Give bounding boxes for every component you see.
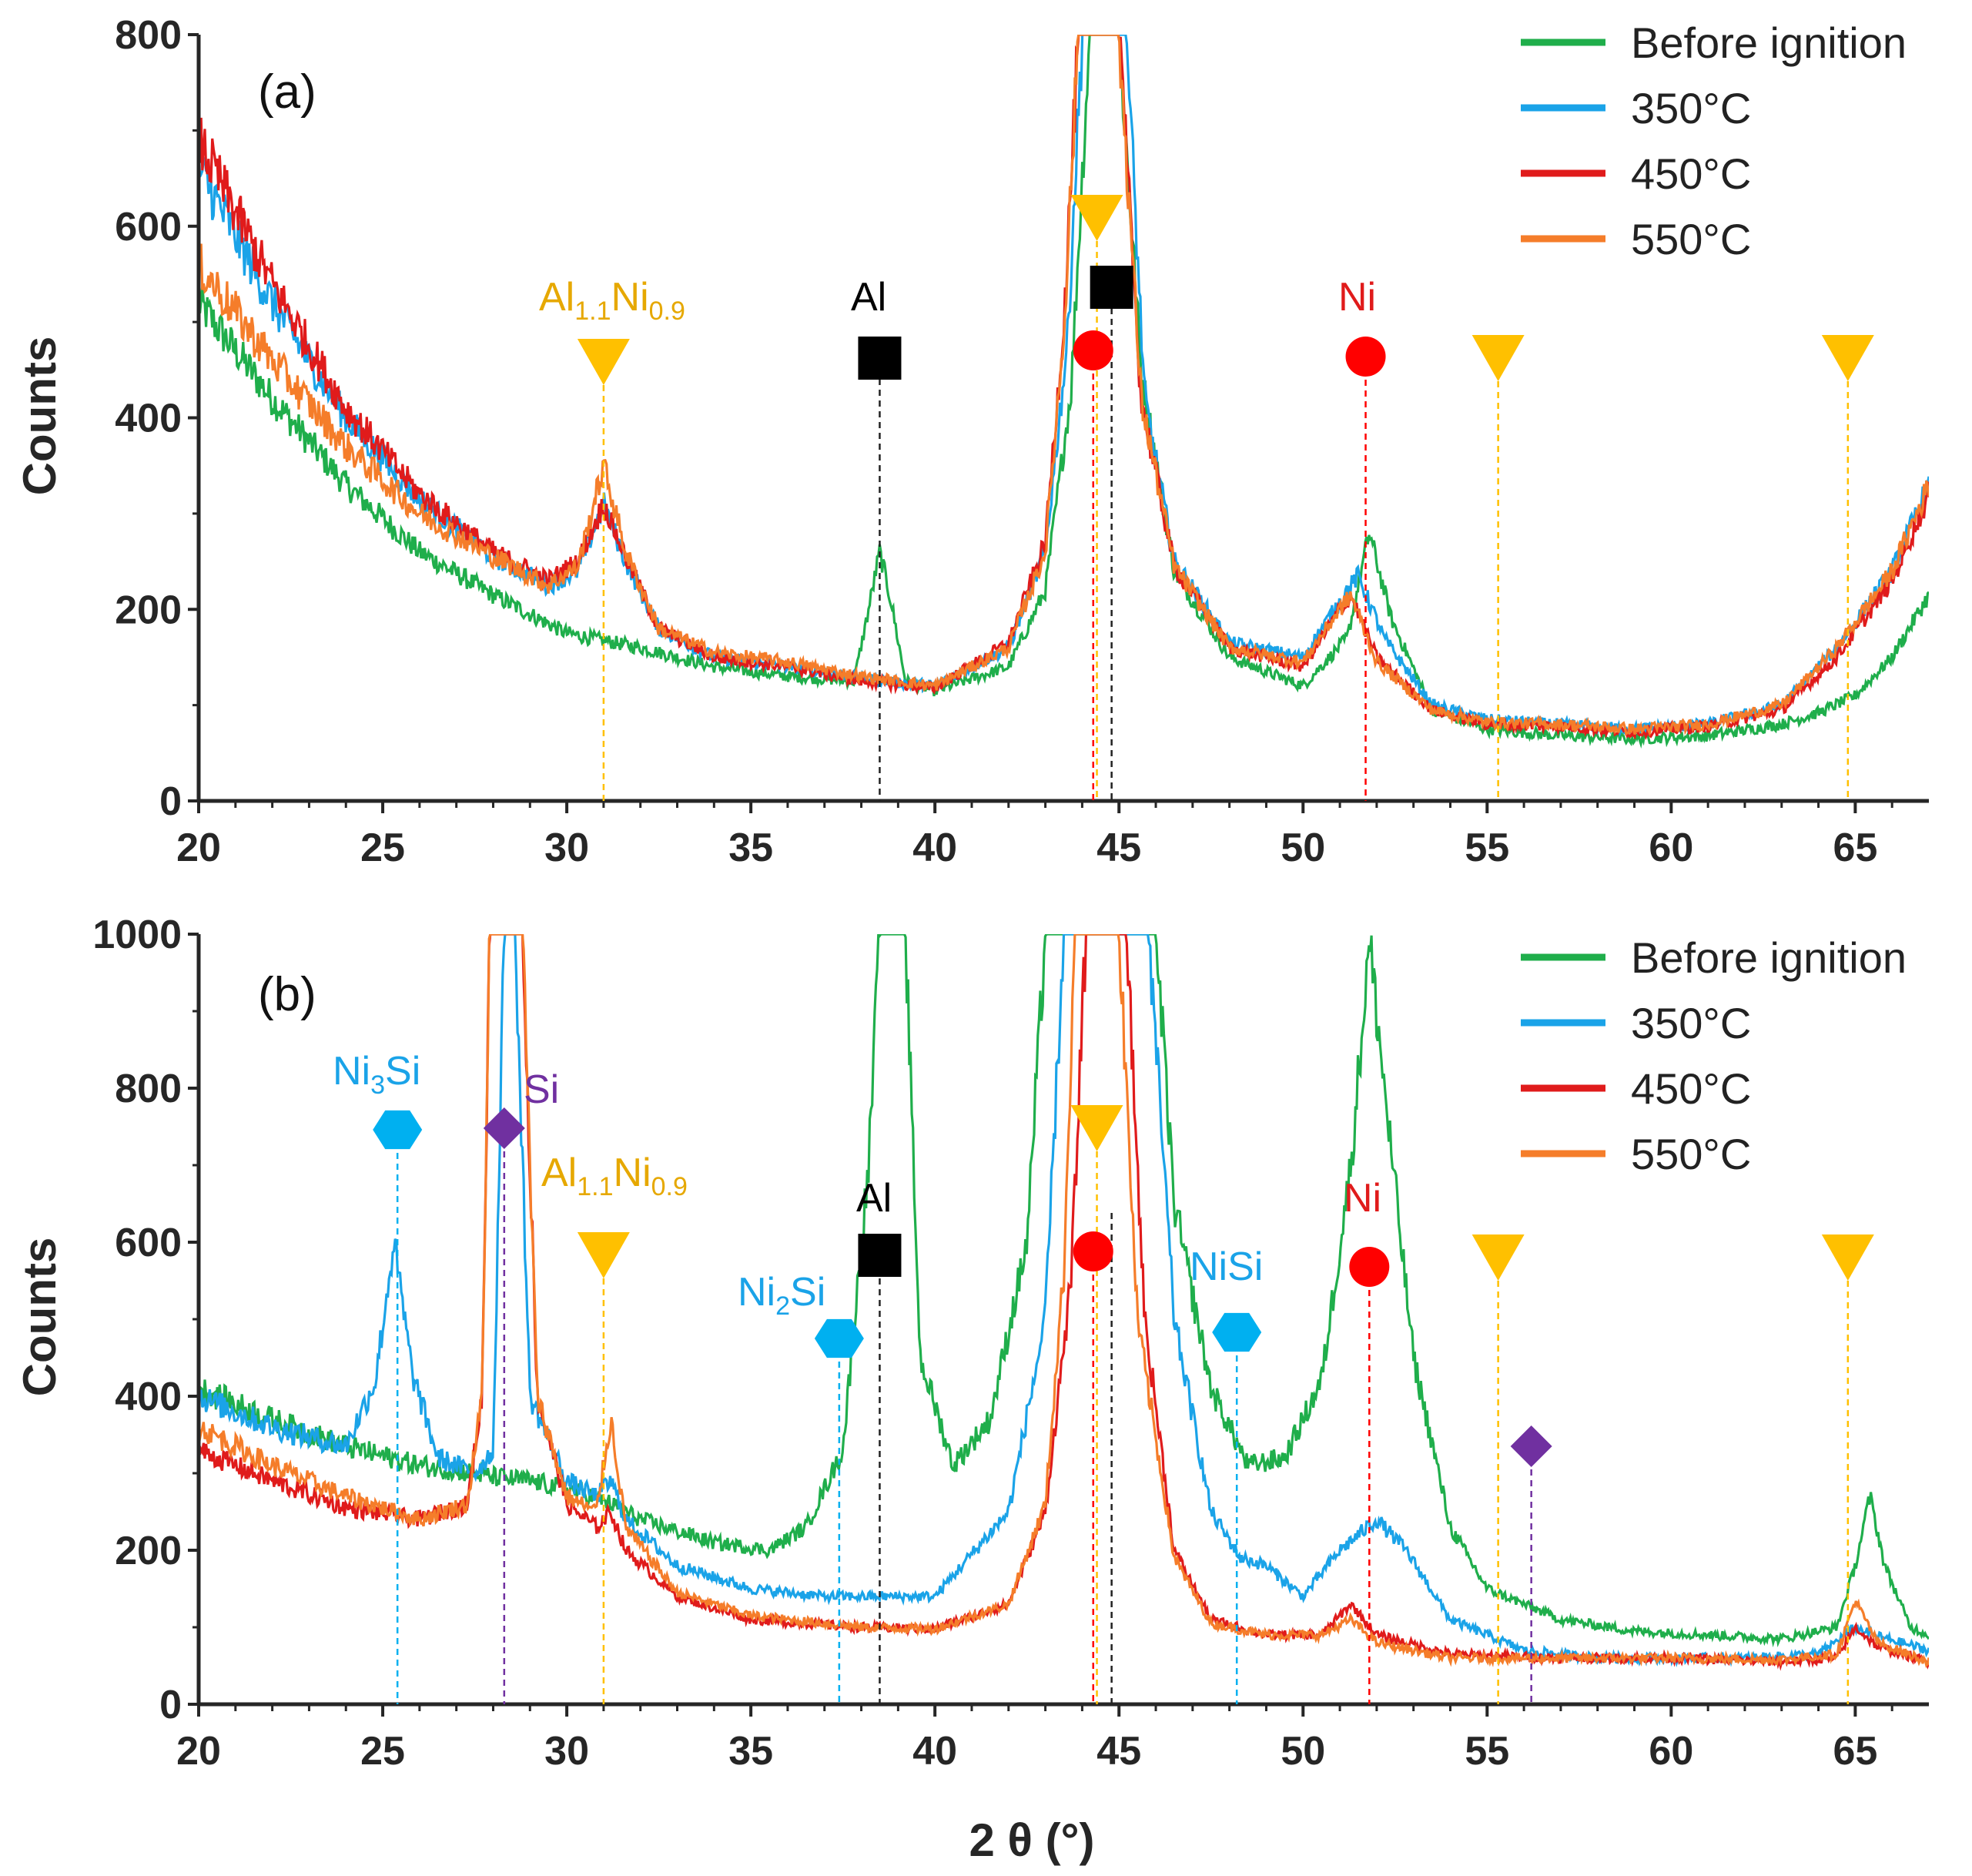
legend-label: Before ignition bbox=[1631, 18, 1907, 67]
legend-label: 550°C bbox=[1631, 215, 1751, 263]
panel-b-ylabel: Counts bbox=[14, 1238, 65, 1397]
y-tick-label: 400 bbox=[115, 397, 182, 441]
panel-b-label: (b) bbox=[258, 968, 316, 1021]
marker-ni bbox=[1073, 330, 1113, 370]
y-tick-label: 0 bbox=[159, 779, 182, 824]
legend-label: 550°C bbox=[1631, 1130, 1751, 1178]
marker-al bbox=[858, 1234, 902, 1277]
series-550-c bbox=[199, 35, 1929, 737]
panel-b-series bbox=[199, 934, 1929, 1671]
panel-b-ni2si-label: Ni2Si bbox=[738, 1270, 825, 1321]
x-tick-label: 60 bbox=[1649, 826, 1693, 870]
panel-b-al1.1ni0.9-label: Al1.1Ni0.9 bbox=[541, 1151, 688, 1201]
x-tick-label: 25 bbox=[360, 826, 405, 870]
series-350-c bbox=[199, 35, 1929, 739]
marker-si bbox=[1510, 1425, 1552, 1467]
panel-b-axes: 0 200 400 600 800 1000 20 25 30 35 40 45 50 55 60 65 bbox=[92, 913, 1929, 1774]
marker-ni bbox=[1073, 1231, 1113, 1271]
marker-si bbox=[483, 1107, 525, 1149]
y-tick-label: 600 bbox=[115, 1221, 182, 1265]
x-tick-label: 60 bbox=[1649, 1729, 1693, 1774]
panel-b-xlabel: 2 θ (°) bbox=[969, 1814, 1094, 1866]
marker-al11ni09 bbox=[1471, 1234, 1525, 1281]
marker-al11ni09 bbox=[577, 1232, 630, 1278]
legend-label: 450°C bbox=[1631, 1064, 1751, 1113]
panel-b-markers bbox=[373, 1105, 1874, 1704]
x-tick-label: 30 bbox=[544, 1729, 589, 1774]
panel-b-si-label: Si bbox=[524, 1067, 559, 1112]
panel-a: 0 200 400 600 800 20 25 30 35 40 45 50 55 60 65 Before… bbox=[14, 13, 1929, 870]
panel-a-legend: Before ignition 350°C 450°C 550°C bbox=[1521, 18, 1907, 263]
x-tick-label: 50 bbox=[1281, 826, 1325, 870]
x-tick-label: 50 bbox=[1281, 1729, 1325, 1774]
legend-label: 350°C bbox=[1631, 84, 1751, 132]
x-tick-label: 35 bbox=[728, 1729, 773, 1774]
marker-al11ni09 bbox=[1821, 1234, 1874, 1281]
series-before-ignition bbox=[199, 934, 1929, 1648]
marker-ni3si bbox=[373, 1110, 423, 1150]
x-tick-label: 30 bbox=[544, 826, 589, 870]
marker-nisi bbox=[1212, 1312, 1262, 1352]
x-tick-label: 25 bbox=[360, 1729, 405, 1774]
marker-al11ni09 bbox=[1821, 335, 1874, 381]
panel-b-nisi-label: NiSi bbox=[1190, 1245, 1263, 1289]
panel-b-ni3si-label: Ni3Si bbox=[333, 1049, 420, 1100]
marker-al bbox=[858, 337, 902, 380]
x-tick-label: 20 bbox=[176, 826, 221, 870]
legend-label: 450°C bbox=[1631, 149, 1751, 198]
y-tick-label: 600 bbox=[115, 205, 182, 250]
marker-ni bbox=[1345, 337, 1386, 377]
panel-a-series bbox=[199, 35, 1929, 749]
legend-label: 350°C bbox=[1631, 999, 1751, 1047]
x-tick-label: 40 bbox=[912, 1729, 957, 1774]
panel-b-al-label: Al bbox=[856, 1176, 892, 1221]
panel-a-axes: 0 200 400 600 800 20 25 30 35 40 45 50 55 60 65 bbox=[115, 13, 1929, 870]
panel-a-ni-label: Ni bbox=[1338, 275, 1376, 320]
x-tick-label: 20 bbox=[176, 1729, 221, 1774]
panel-b-ni-label: Ni bbox=[1344, 1176, 1381, 1221]
panel-a-markers bbox=[577, 195, 1874, 801]
marker-al11ni09 bbox=[577, 339, 630, 385]
x-tick-label: 45 bbox=[1096, 826, 1141, 870]
x-tick-label: 65 bbox=[1833, 1729, 1877, 1774]
panel-a-al1.1ni0.9-label: Al1.1Ni0.9 bbox=[539, 275, 685, 326]
y-tick-label: 0 bbox=[159, 1683, 182, 1727]
x-tick-label: 35 bbox=[728, 826, 773, 870]
marker-al11ni09 bbox=[1471, 335, 1525, 381]
panel-a-ylabel: Counts bbox=[14, 337, 65, 496]
x-tick-label: 40 bbox=[912, 826, 957, 870]
x-tick-label: 45 bbox=[1096, 1729, 1141, 1774]
marker-al11ni09 bbox=[1070, 1105, 1123, 1151]
panel-b-legend: Before ignition 350°C 450°C 550°C bbox=[1521, 933, 1907, 1178]
legend-label: Before ignition bbox=[1631, 933, 1907, 982]
series-before-ignition bbox=[199, 35, 1929, 749]
marker-ni bbox=[1349, 1247, 1390, 1287]
series-550-c bbox=[199, 934, 1929, 1668]
x-tick-label: 65 bbox=[1833, 826, 1877, 870]
y-tick-label: 400 bbox=[115, 1375, 182, 1419]
y-tick-label: 200 bbox=[115, 1529, 182, 1573]
marker-al bbox=[1090, 266, 1133, 309]
marker-al11ni09 bbox=[1070, 195, 1123, 241]
x-tick-label: 55 bbox=[1465, 1729, 1509, 1774]
panel-a-al-label: Al bbox=[851, 275, 886, 320]
y-tick-label: 800 bbox=[115, 1067, 182, 1111]
panel-b: 0 200 400 600 800 1000 20 25 30 35 40 45 50 55 60 65 Be… bbox=[14, 913, 1929, 1866]
x-tick-label: 55 bbox=[1465, 826, 1509, 870]
panel-a-label: (a) bbox=[258, 65, 316, 119]
y-tick-label: 1000 bbox=[92, 913, 182, 957]
marker-ni2si bbox=[814, 1318, 864, 1358]
y-tick-label: 200 bbox=[115, 588, 182, 632]
y-tick-label: 800 bbox=[115, 13, 182, 58]
